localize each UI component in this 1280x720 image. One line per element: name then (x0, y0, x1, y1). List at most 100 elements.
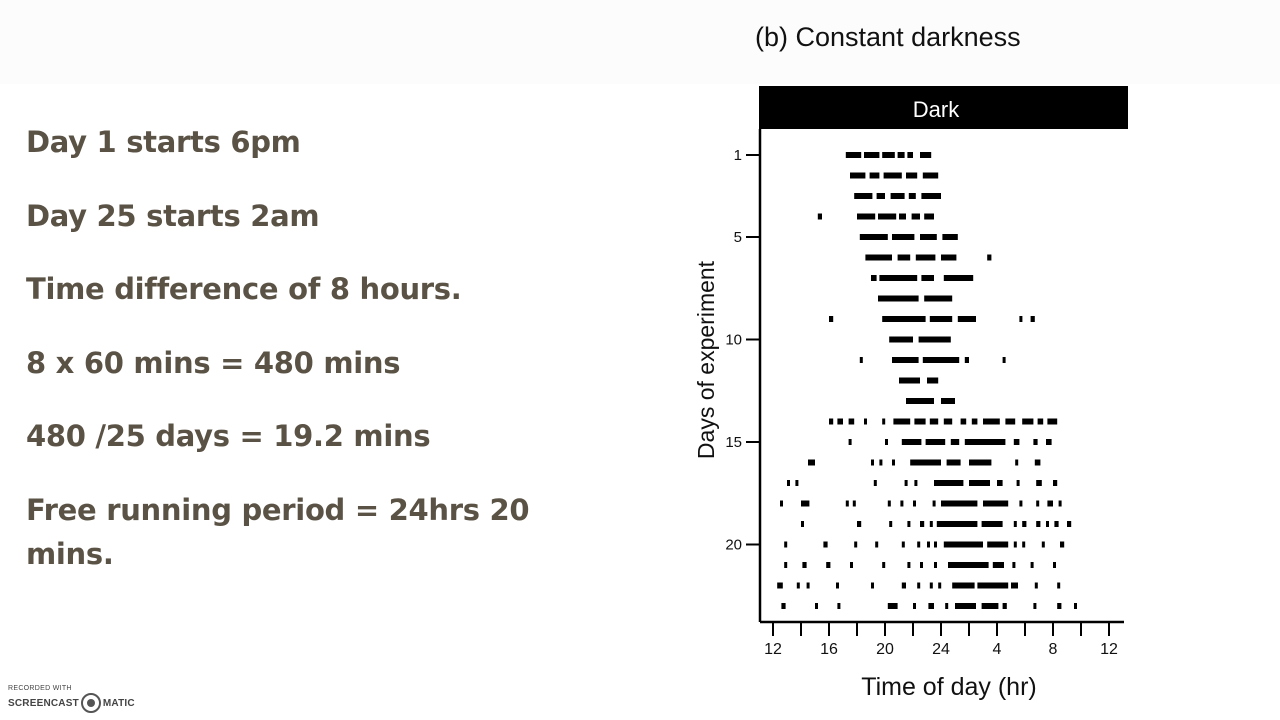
activity-bout (865, 254, 892, 261)
activity-bout (981, 603, 999, 609)
activity-bout (1002, 603, 1007, 609)
activity-bout (885, 439, 888, 445)
activity-bout (845, 152, 862, 158)
activity-bout (864, 152, 880, 158)
notes-panel: Day 1 starts 6pm Day 25 starts 2am Time … (26, 120, 586, 605)
activity-bout (1022, 541, 1026, 548)
activity-bout (1033, 439, 1038, 445)
activity-bout (890, 193, 905, 199)
activity-bout (897, 152, 905, 158)
activity-bout (924, 213, 934, 220)
watermark-brand-right: MATIC (102, 697, 135, 709)
x-axis-label: Time of day (hr) (861, 673, 1037, 701)
activity-bout (817, 213, 822, 220)
x-tick-label: 4 (993, 641, 1002, 658)
activity-bout (906, 172, 918, 179)
activity-bout (899, 213, 906, 220)
activity-bout (852, 500, 856, 507)
activity-bout (1053, 480, 1058, 486)
activity-bout (981, 521, 1003, 527)
activity-bout (955, 603, 976, 609)
note-per-day-shift: 480 /25 days = 19.2 mins (26, 419, 431, 453)
activity-bout (892, 459, 895, 466)
activity-bout (871, 275, 877, 281)
y-tick-label: 15 (725, 434, 742, 451)
activity-bout (878, 213, 897, 220)
x-tick-label: 12 (764, 641, 782, 658)
activity-bout (929, 316, 953, 322)
activity-bout (920, 521, 925, 527)
activity-bout (945, 603, 949, 609)
activity-bout (924, 295, 953, 302)
x-tick-label: 16 (820, 641, 838, 658)
activity-bout (918, 336, 951, 343)
activity-bout (960, 418, 967, 425)
activity-bout (1046, 439, 1052, 445)
top-band (0, 0, 1280, 84)
activity-bout (928, 603, 934, 609)
chart-title: (b) Constant darkness (755, 22, 1021, 52)
y-tick-label: 1 (734, 147, 742, 164)
activity-bout (780, 500, 783, 507)
x-tick-labels: 12 16 20 24 4 8 12 (764, 641, 1118, 658)
x-tick-label: 8 (1049, 641, 1058, 658)
activity-bout (871, 582, 874, 589)
screencast-watermark: RECORDED WITH SCREENCAST MATIC (8, 684, 135, 713)
activity-bout (925, 439, 946, 445)
activity-bout (871, 459, 874, 466)
activity-bout (922, 357, 960, 363)
activity-bout (829, 316, 834, 322)
activity-bout (1005, 418, 1016, 425)
activity-bout (941, 398, 955, 404)
activity-bout (917, 582, 921, 589)
activity-bout (883, 172, 902, 179)
activity-bout (957, 316, 976, 322)
activity-bout (934, 562, 937, 568)
activity-bout (777, 582, 783, 589)
activity-bout (977, 582, 1009, 589)
dark-condition-bar (759, 86, 1128, 129)
activity-bout (836, 582, 839, 589)
activity-bout (1012, 562, 1016, 568)
activity-bout (806, 582, 810, 589)
activity-bout (882, 316, 926, 322)
activity-bout (983, 500, 1009, 507)
watermark-brand-left: SCREENCAST (8, 697, 79, 709)
activity-bout (897, 254, 911, 261)
activity-bout (887, 500, 891, 507)
activity-bout (879, 275, 918, 281)
activity-bout (876, 193, 885, 199)
activity-bout (914, 418, 926, 425)
activity-bout (845, 500, 849, 507)
activity-bout (882, 418, 886, 425)
activity-bout (943, 541, 983, 548)
activity-bout (1019, 316, 1023, 322)
activity-bout (892, 357, 919, 363)
activity-bout (873, 480, 877, 486)
activity-bout (1015, 459, 1019, 466)
activity-bout (796, 582, 800, 589)
activity-bout (795, 480, 799, 486)
x-minor-ticks (772, 622, 1110, 636)
activity-bout (893, 418, 911, 425)
activity-bout (1036, 500, 1040, 507)
y-axis-label: Days of experiment (693, 260, 719, 459)
activity-bout (920, 234, 937, 240)
activity-bout (854, 193, 873, 199)
activity-bout (901, 582, 906, 589)
activity-bout (1074, 603, 1077, 609)
activity-bout (892, 234, 915, 240)
activity-bout (932, 500, 936, 507)
activity-bout (1046, 521, 1049, 527)
activity-bout (1019, 500, 1023, 507)
activity-bout (1016, 480, 1020, 486)
activity-bout (1067, 521, 1072, 527)
activity-bout (913, 603, 916, 609)
activity-bout (802, 562, 807, 568)
activity-bout (1057, 603, 1062, 609)
activity-bout (882, 562, 886, 568)
activity-bout (941, 254, 957, 261)
activity-bout (815, 603, 818, 609)
